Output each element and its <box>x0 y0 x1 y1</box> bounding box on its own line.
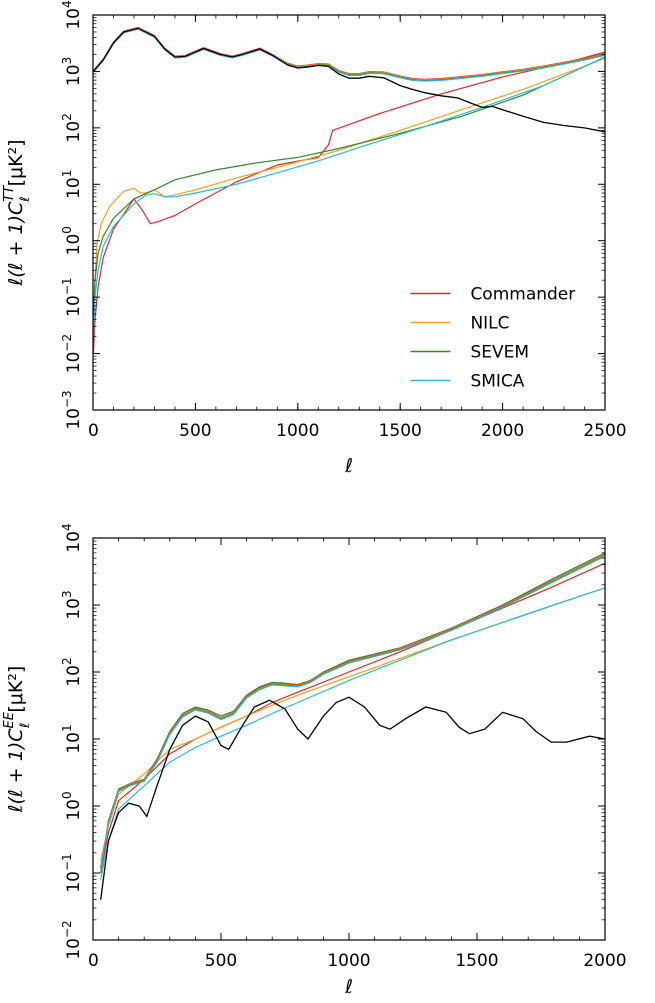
tt-x-tick-label: 1500 <box>379 421 422 441</box>
ee-y-axis-title: ℓ(ℓ + 1)CEEℓ[μK²] <box>2 666 33 814</box>
ee-y-tick-label: 103 <box>60 590 84 619</box>
tt-y-tick-label: 10−2 <box>60 334 84 373</box>
legend-label-nilc: NILC <box>470 313 509 333</box>
tt-y-tick-label: 102 <box>60 113 84 142</box>
ee-y-tick-label: 100 <box>60 791 84 820</box>
ee-x-axis-title: ℓ <box>344 976 353 998</box>
tt-y-tick-label: 10−1 <box>60 277 84 316</box>
legend-label-commander: Commander <box>470 284 575 304</box>
ee-y-tick-label: 10−2 <box>60 920 84 959</box>
tt-plot-area <box>93 26 605 354</box>
ee-envelope-commander <box>100 554 605 867</box>
tt-x-tick-label: 0 <box>88 421 99 441</box>
ee-x-tick-label: 1500 <box>455 951 498 971</box>
tt-panel: 0 500 1000 1500 2000 2500 10−3 10−2 10−1 100 101 10… <box>2 0 627 477</box>
tt-y-tick-label: 10−3 <box>60 390 84 429</box>
ee-x-tick-label: 500 <box>205 951 237 971</box>
tt-x-tick-label: 2500 <box>583 421 626 441</box>
tt-series-sevem <box>93 56 605 315</box>
ee-series-sevem <box>100 552 605 874</box>
ee-y-tick-label: 10−1 <box>60 853 84 892</box>
tt-series-commander <box>93 51 605 354</box>
ee-series-commander <box>100 562 605 874</box>
tt-x-tick-label: 500 <box>179 421 211 441</box>
ee-panel: 0 500 1000 1500 2000 10−2 10−1 100 101 102 103 104 ℓ… <box>2 523 627 998</box>
ee-plot-area <box>100 552 605 900</box>
ee-series-smica <box>100 587 605 880</box>
ee-envelope-nilc <box>100 554 605 868</box>
tt-series-smica <box>93 56 605 337</box>
ee-envelope-smica <box>100 555 605 869</box>
tt-y-axis-title: ℓ(ℓ + 1)CTTℓ[μK²] <box>2 139 33 286</box>
tt-x-tick-label: 1000 <box>276 421 319 441</box>
ee-x-tick-label: 0 <box>88 951 99 971</box>
legend-label-smica: SMICA <box>470 371 524 391</box>
tt-y-tick-label: 103 <box>60 57 84 86</box>
ee-x-tick-label: 2000 <box>583 951 626 971</box>
ee-theory-curve <box>100 696 605 900</box>
legend-label-sevem: SEVEM <box>470 342 529 362</box>
ee-envelope-sevem <box>100 555 605 869</box>
ee-y-tick-label: 102 <box>60 657 84 686</box>
ee-axes-frame <box>92 537 606 941</box>
tt-theory-curve <box>93 27 605 133</box>
legend: Commander NILC SEVEM SMICA <box>410 284 575 391</box>
ee-y-tick-label: 104 <box>60 523 84 552</box>
tt-x-axis-title: ℓ <box>344 455 353 477</box>
tt-y-tick-label: 101 <box>60 170 84 199</box>
ee-y-tick-label: 101 <box>60 724 84 753</box>
tt-y-tick-label: 104 <box>60 0 84 29</box>
tt-axes-frame <box>92 14 606 411</box>
tt-x-tick-label: 2000 <box>481 421 524 441</box>
tt-y-tick-label: 100 <box>60 226 84 255</box>
ee-x-tick-label: 1000 <box>327 951 370 971</box>
